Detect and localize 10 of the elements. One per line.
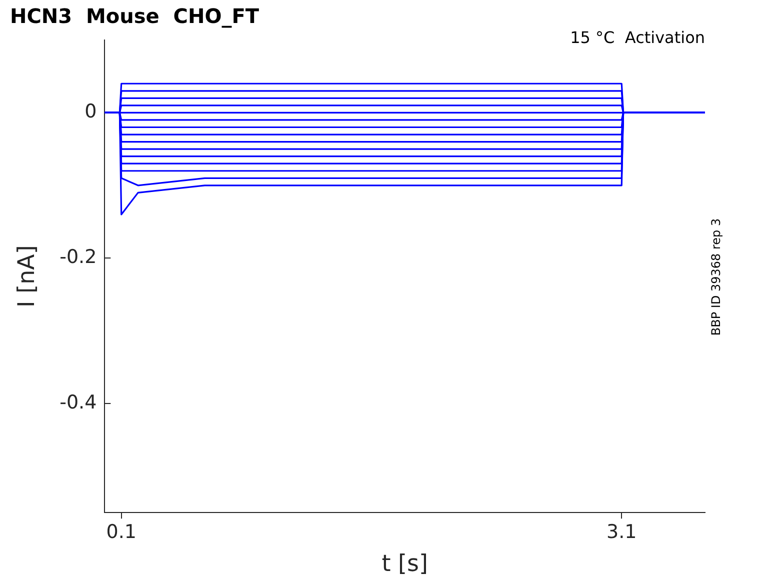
chart-title: HCN3 Mouse CHO_FT [10, 4, 260, 28]
annotation: 15 °C Activation [570, 28, 705, 48]
y-tick-label: -0.4 [60, 391, 97, 414]
y-tick-label: 0 [84, 100, 97, 123]
y-axis-title: I [nA] [14, 245, 40, 308]
y-tick-label: -0.2 [60, 246, 97, 268]
x-tick-label: 3.1 [606, 520, 637, 543]
text: BBP ID 39368 rep 3 [709, 218, 724, 336]
x-axis-title: t [s] [382, 551, 428, 578]
x-tick-label: 0.1 [106, 520, 136, 543]
